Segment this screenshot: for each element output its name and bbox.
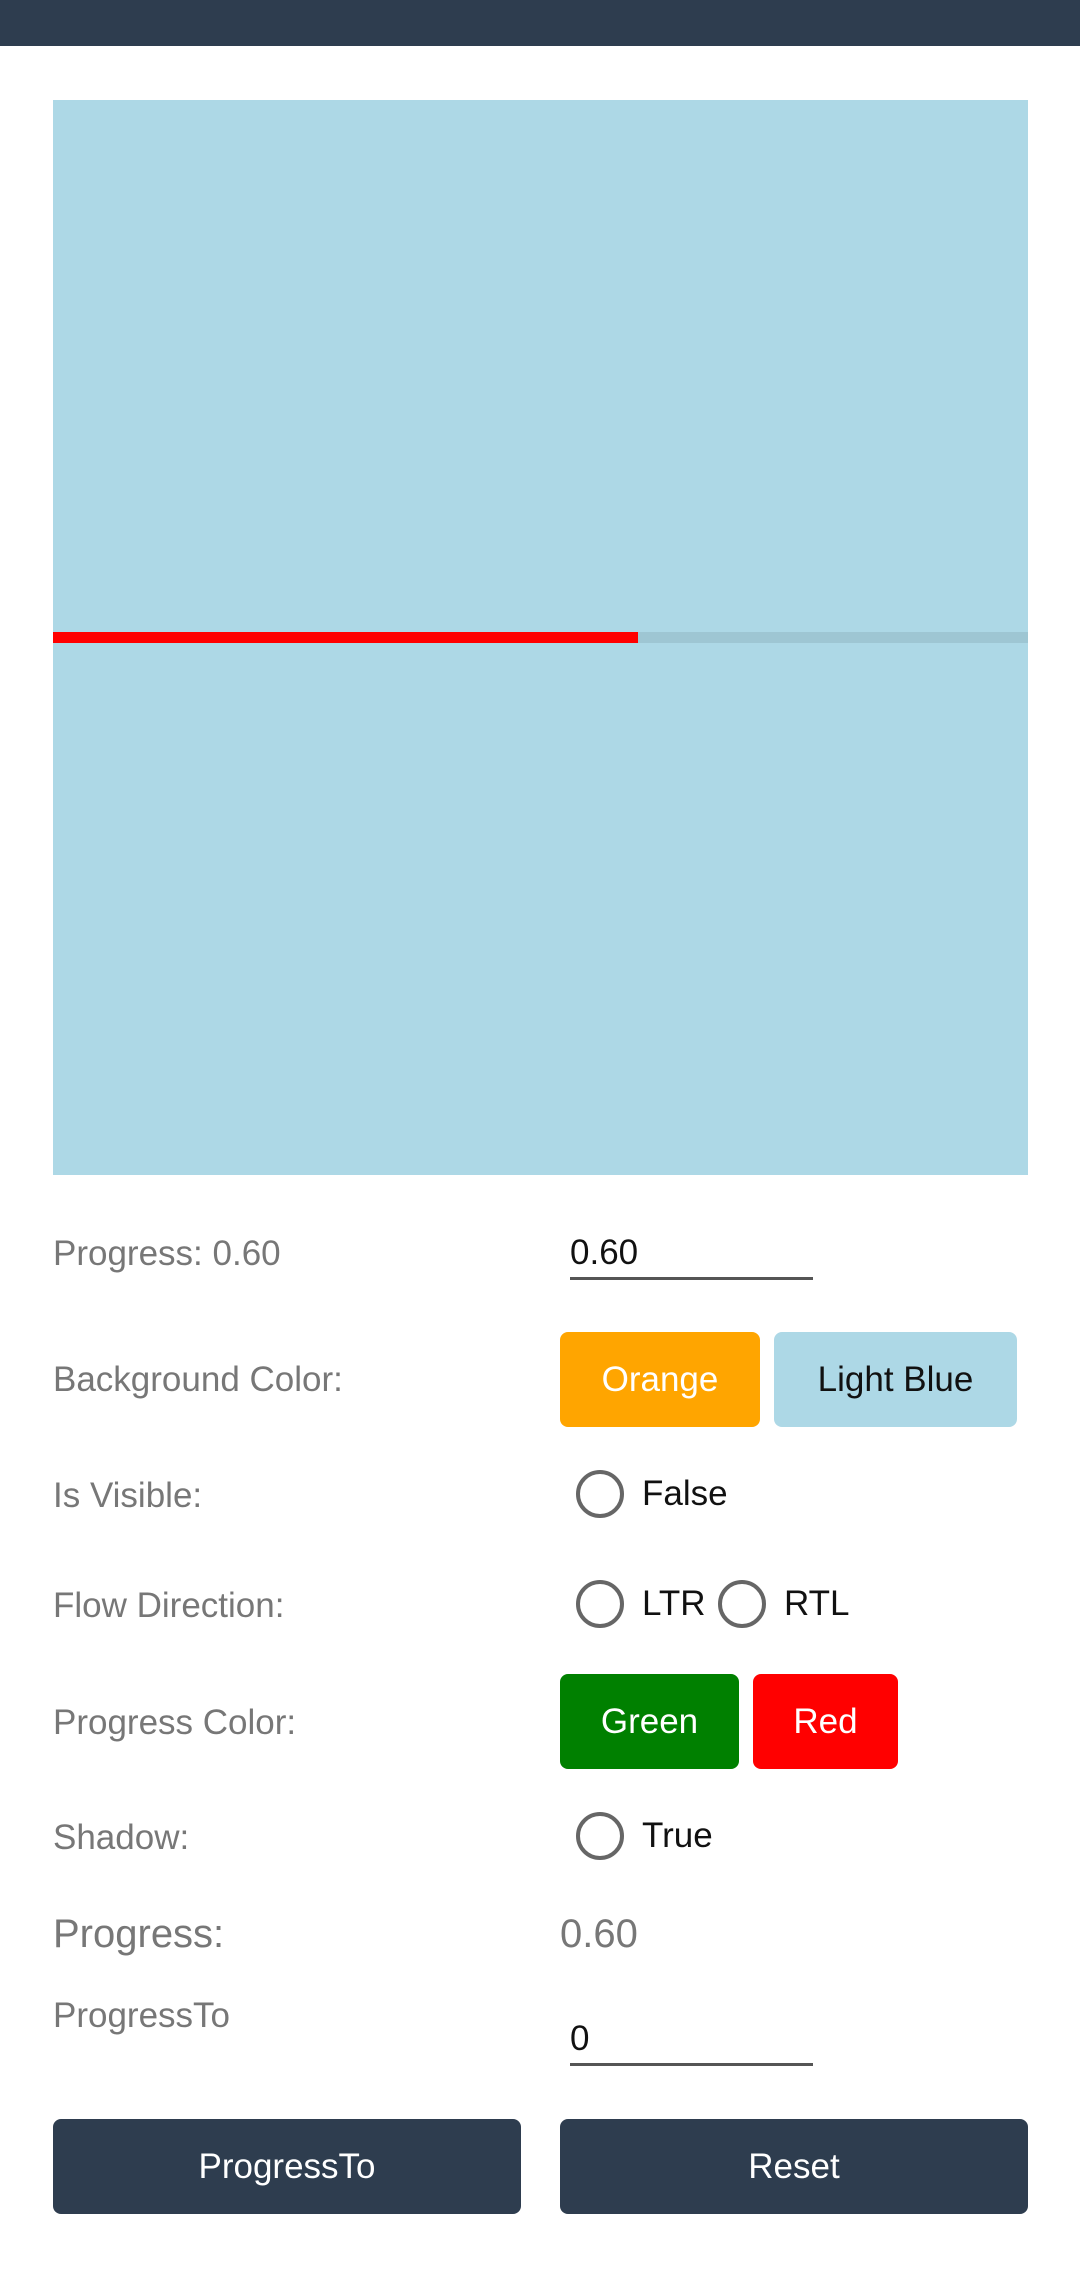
- background-color-label: Background Color:: [53, 1360, 343, 1399]
- radio-circle-icon: [576, 1580, 624, 1628]
- flow-direction-label: Flow Direction:: [53, 1586, 285, 1625]
- is-visible-label: Is Visible:: [53, 1476, 203, 1515]
- rtl-option-label: RTL: [784, 1584, 850, 1623]
- progress-bar-fill: [53, 632, 638, 643]
- is-visible-option-label: False: [642, 1474, 728, 1513]
- shadow-option-label: True: [642, 1816, 713, 1855]
- progress-value: 0.60: [560, 1912, 638, 1956]
- red-button[interactable]: Red: [753, 1674, 898, 1769]
- progress-to-button[interactable]: ProgressTo: [53, 2119, 521, 2214]
- reset-button[interactable]: Reset: [560, 2119, 1028, 2214]
- shadow-label: Shadow:: [53, 1818, 190, 1857]
- light-blue-button[interactable]: Light Blue: [774, 1332, 1017, 1427]
- progress-bar-track: [53, 632, 1028, 643]
- progress-color-label: Progress Color:: [53, 1703, 297, 1742]
- orange-button[interactable]: Orange: [560, 1332, 760, 1427]
- progress-label: Progress: 0.60: [53, 1234, 281, 1273]
- progress-to-entry[interactable]: [570, 2014, 813, 2066]
- ltr-option-label: LTR: [642, 1584, 706, 1623]
- status-bar: [0, 0, 1080, 46]
- radio-circle-icon: [576, 1470, 624, 1518]
- shadow-radio[interactable]: True: [576, 1812, 713, 1860]
- radio-circle-icon: [576, 1812, 624, 1860]
- ltr-radio[interactable]: LTR: [576, 1580, 706, 1628]
- progress-bar-container: [53, 100, 1028, 1175]
- progress-to-label: ProgressTo: [53, 1996, 231, 2035]
- radio-circle-icon: [718, 1580, 766, 1628]
- rtl-radio[interactable]: RTL: [718, 1580, 850, 1628]
- is-visible-radio[interactable]: False: [576, 1470, 728, 1518]
- green-button[interactable]: Green: [560, 1674, 739, 1769]
- progress-entry[interactable]: [570, 1228, 813, 1280]
- progress-title: Progress:: [53, 1912, 225, 1956]
